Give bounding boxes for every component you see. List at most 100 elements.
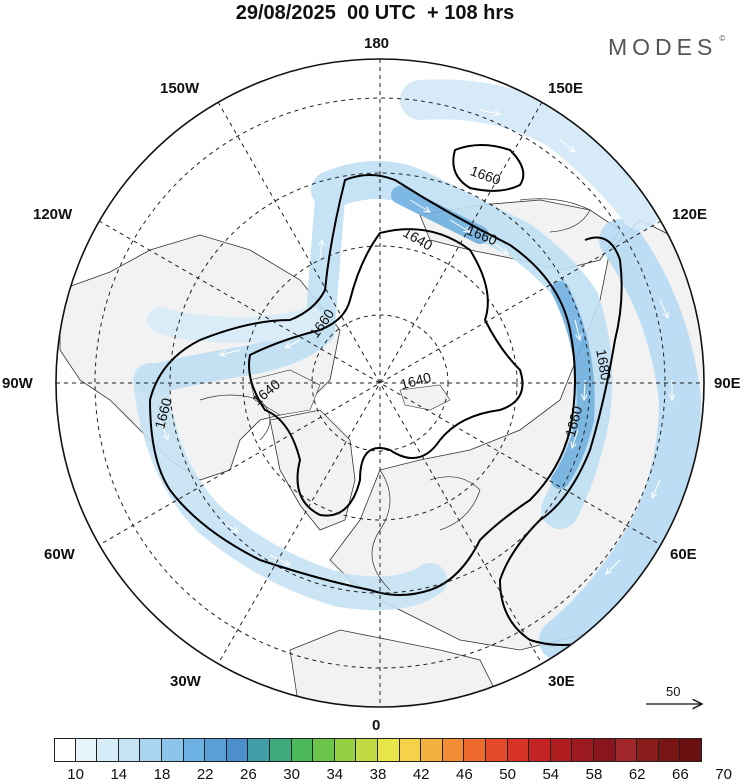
colorbar-swatch bbox=[572, 738, 594, 762]
height-contours bbox=[148, 144, 623, 646]
colorbar-tick-label: 38 bbox=[369, 766, 387, 783]
wind-arrow bbox=[659, 299, 668, 318]
longitude-label-120w: 120W bbox=[33, 206, 73, 223]
contour-label: 1660 bbox=[151, 396, 175, 430]
reference-arrow-icon bbox=[646, 698, 710, 710]
contour-label: 1680 bbox=[593, 348, 614, 382]
wind-arrow bbox=[159, 419, 168, 440]
wind-arrow bbox=[606, 559, 621, 574]
colorbar-tick-label: 34 bbox=[326, 766, 344, 783]
colorbar-swatch bbox=[140, 738, 162, 762]
colorbar-swatch bbox=[75, 738, 98, 762]
colorbar-swatch bbox=[464, 738, 486, 762]
colorbar-swatch bbox=[486, 738, 508, 762]
colorbar-swatch bbox=[162, 738, 184, 762]
colorbar-swatch bbox=[313, 738, 335, 762]
map-border bbox=[55, 58, 705, 708]
longitude-label-60w: 60W bbox=[44, 546, 75, 563]
colorbar-tick-label: 30 bbox=[283, 766, 300, 783]
colorbar-swatch bbox=[680, 738, 702, 762]
colorbar-swatch bbox=[183, 738, 206, 762]
colorbar-swatch bbox=[378, 738, 400, 762]
brand-text: MODES bbox=[608, 34, 718, 60]
colorbar-swatch bbox=[226, 738, 249, 762]
greenland-land bbox=[269, 409, 356, 531]
colorbar-swatch bbox=[421, 738, 443, 762]
wind-arrow bbox=[652, 479, 661, 498]
reference-vector: 50 bbox=[644, 684, 714, 714]
contour-1660-outer bbox=[148, 174, 576, 596]
colorbar-swatch bbox=[291, 738, 314, 762]
longitude-label-180: 180 bbox=[364, 35, 390, 52]
contour-1640-inner bbox=[248, 228, 524, 517]
colorbar-swatch bbox=[97, 738, 119, 762]
longitude-label-150e: 150E bbox=[548, 80, 584, 97]
coastline-segment bbox=[371, 469, 391, 591]
contour-closed-low bbox=[452, 144, 525, 192]
longitude-label-0: 0 bbox=[372, 717, 381, 734]
colorbar-tick-label: 18 bbox=[153, 766, 171, 783]
colorbar-tick-label: 26 bbox=[240, 766, 257, 783]
copyright-mark: © bbox=[719, 34, 726, 43]
colorbar-tick-label: 54 bbox=[542, 766, 560, 783]
wind-arrow bbox=[489, 239, 508, 254]
colorbar-tick-label: 50 bbox=[499, 766, 516, 783]
colorbar-tick-label: 62 bbox=[628, 766, 646, 783]
colorbar-tick-label: 22 bbox=[196, 766, 214, 783]
polar-stereographic-map: 1640 1640 1640 1660 1660 1660 1660 1680 … bbox=[55, 58, 705, 708]
wind-arrow bbox=[269, 554, 290, 565]
contour-label: 1640 bbox=[399, 369, 433, 393]
longitude-label-90e: 90E bbox=[714, 375, 741, 392]
longitude-label-150w: 150W bbox=[160, 80, 200, 97]
colorbar-swatch bbox=[658, 738, 681, 762]
graticule bbox=[56, 59, 704, 707]
jet-band-east-asia bbox=[539, 219, 702, 661]
colorbar-swatch bbox=[118, 738, 141, 762]
longitude-label-90w: 90W bbox=[2, 375, 33, 392]
coastline-segment bbox=[429, 476, 481, 531]
wind-arrow bbox=[479, 109, 500, 114]
reference-vector-value: 50 bbox=[666, 684, 681, 699]
colorbar-swatch bbox=[442, 738, 465, 762]
jet-core-pacific bbox=[391, 186, 595, 489]
colorbar-tick-label: 58 bbox=[585, 766, 603, 783]
colorbar-swatch bbox=[550, 738, 573, 762]
longitude-label-120e: 120E bbox=[672, 206, 708, 223]
colorbar-tick-label: 42 bbox=[412, 766, 430, 783]
jet-band-west bbox=[147, 307, 323, 344]
colorbar-swatch bbox=[637, 738, 659, 762]
longitude-label-30e: 30E bbox=[548, 673, 575, 690]
colorbar-swatch bbox=[270, 738, 292, 762]
wind-arrow bbox=[572, 429, 579, 448]
colorbar-swatch bbox=[594, 738, 616, 762]
colorbar-tick-label: 66 bbox=[672, 766, 689, 783]
wind-arrow bbox=[220, 349, 241, 355]
coastline-segment bbox=[519, 198, 591, 233]
colorbar-swatch bbox=[334, 738, 357, 762]
longitude-label-30w: 30W bbox=[170, 673, 201, 690]
wind-arrow bbox=[574, 319, 580, 340]
wind-arrow bbox=[559, 139, 575, 152]
colorbar-swatch bbox=[507, 738, 530, 762]
arctic-islands-land bbox=[249, 369, 451, 416]
wind-arrow bbox=[320, 240, 322, 261]
colorbar-swatch bbox=[399, 738, 422, 762]
colorbar-swatch bbox=[356, 738, 378, 762]
latitude-circle bbox=[242, 245, 518, 521]
wind-arrow bbox=[285, 339, 301, 348]
map-title: 29/08/2025 00 UTC + 108 hrs bbox=[235, 2, 515, 24]
colorbar-swatch bbox=[205, 738, 227, 762]
contour-label: 1660 bbox=[562, 404, 586, 438]
contour-1680-east bbox=[498, 236, 623, 646]
wind-arrow bbox=[409, 199, 430, 212]
colorbar-swatch bbox=[54, 738, 76, 762]
colorbar-swatch bbox=[248, 738, 270, 762]
wind-arrow bbox=[449, 219, 470, 232]
colorbar-tick-label: 14 bbox=[110, 766, 128, 783]
modes-brand-logo: MODES © bbox=[608, 34, 725, 61]
colorbar-tick-label: 70 bbox=[715, 766, 732, 783]
jet-band-north-america bbox=[135, 185, 345, 395]
longitude-label-60e: 60E bbox=[670, 546, 697, 563]
africa-land bbox=[289, 629, 501, 707]
colorbar-tick-label: 46 bbox=[456, 766, 473, 783]
